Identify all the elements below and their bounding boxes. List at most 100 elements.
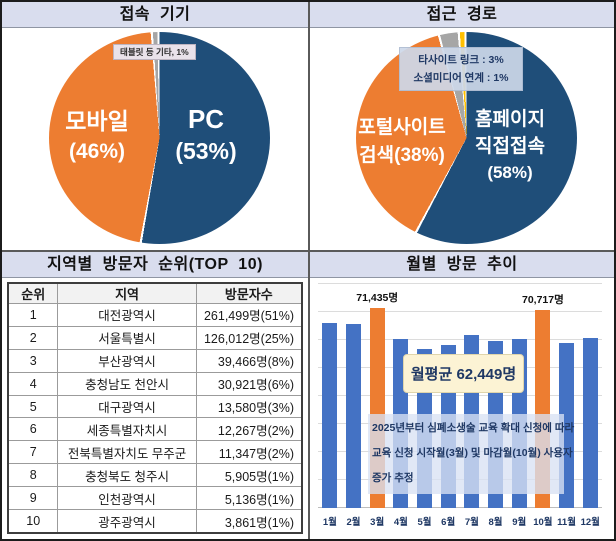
panel-title-region-ranking: 지역별 방문자 순위(TOP 10) bbox=[2, 252, 308, 278]
rank-cell: 10 bbox=[7, 509, 59, 534]
table-row: 6 세종특별자치시 12,267명(2%) bbox=[7, 417, 303, 442]
slice-name: 모바일 bbox=[65, 108, 129, 134]
x-axis-line bbox=[318, 507, 602, 508]
visitors-cell: 11,347명(2%) bbox=[195, 440, 303, 465]
rank-cell: 6 bbox=[7, 417, 59, 442]
rank-cell: 3 bbox=[7, 348, 59, 373]
region-cell: 부산광역시 bbox=[57, 348, 197, 373]
pie-slice-label-direct-access: 홈페이지 직접접속 (58%) bbox=[448, 106, 572, 186]
monthly-average-badge: 월평균 62,449명 bbox=[403, 354, 524, 393]
panel-title-access-device: 접속 기기 bbox=[2, 2, 308, 28]
rank-cell: 8 bbox=[7, 463, 59, 488]
table-row: 1 대전광역시 261,499명(51%) bbox=[7, 303, 303, 327]
bar-slot bbox=[342, 284, 366, 508]
x-axis-label: 3월 bbox=[370, 517, 385, 528]
visitors-cell: 39,466명(8%) bbox=[195, 348, 303, 373]
annotation-note: 2025년부터 심폐소생술 교육 확대 신청에 따라 교육 신청 시작월(3월)… bbox=[368, 414, 575, 494]
panel-title-access-route: 접근 경로 bbox=[310, 2, 614, 28]
bar-2월 bbox=[345, 323, 362, 508]
visitors-cell: 126,012명(25%) bbox=[195, 325, 303, 350]
rank-cell: 1 bbox=[7, 303, 59, 327]
panel-access-device: 접속 기기 모바일 (46%) PC (53%) 태블릿 등 기타, 1% bbox=[2, 2, 308, 250]
column-header: 순위 bbox=[7, 282, 59, 304]
rank-cell: 9 bbox=[7, 486, 59, 511]
pie-slice-label-pc: PC (53%) bbox=[150, 104, 262, 168]
table-row: 4 충청남도 천안시 30,921명(6%) bbox=[7, 371, 303, 396]
visitors-cell: 13,580명(3%) bbox=[195, 394, 303, 419]
region-visitors-table: 순위 지역 방문자수 1 대전광역시 261,499명(51%) 2 서울특별시 126,01… bbox=[7, 282, 303, 534]
bar-value-label: 70,717명 bbox=[521, 294, 564, 306]
visitors-cell: 261,499명(51%) bbox=[195, 303, 303, 327]
visitors-cell: 5,136명(1%) bbox=[195, 486, 303, 511]
panel-monthly-trend: 월별 방문 추이 71,435명 70,717명 2025년부터 심폐소생술 교육… bbox=[308, 250, 614, 539]
column-header: 방문자수 bbox=[195, 282, 303, 304]
device-pie-chart bbox=[49, 32, 270, 244]
visitors-cell: 5,905명(1%) bbox=[195, 463, 303, 488]
rank-cell: 2 bbox=[7, 325, 59, 350]
x-axis-label: 12월 bbox=[580, 517, 600, 528]
note-line: 교육 신청 시작월(3월) 및 마감월(10월) 사용자 bbox=[372, 447, 573, 459]
visitors-cell: 3,861명(1%) bbox=[195, 509, 303, 534]
region-cell: 전북특별자치도 무주군 bbox=[57, 440, 197, 465]
x-axis-label: 10월 bbox=[533, 517, 553, 528]
slice-percent: (53%) bbox=[175, 138, 237, 164]
region-cell: 세종특별자치시 bbox=[57, 417, 197, 442]
table-row: 5 대구광역시 13,580명(3%) bbox=[7, 394, 303, 419]
rank-cell: 4 bbox=[7, 371, 59, 396]
pie-slice-label-mobile: 모바일 (46%) bbox=[30, 106, 164, 168]
region-cell: 충청북도 청주시 bbox=[57, 463, 197, 488]
other-site-link-label: 타사이트 링크 : 3% bbox=[418, 54, 504, 66]
bar-1월 bbox=[322, 323, 338, 508]
x-axis-label: 11월 bbox=[557, 517, 576, 528]
slice-percent: 검색(38%) bbox=[359, 145, 445, 166]
access-route-chart-area: 포털사이트 검색(38%) 홈페이지 직접접속 (58%) 타사이트 링크 : … bbox=[310, 28, 614, 250]
note-line: 증가 추정 bbox=[372, 472, 414, 484]
region-cell: 서울특별시 bbox=[57, 325, 197, 350]
x-axis-labels: 1월 2월 3월 4월 5월 6월 7월 8월 9월 10월 11월 12월 bbox=[318, 514, 602, 530]
social-media-label: 소셜미디어 연계 : 1% bbox=[413, 72, 509, 84]
region-cell: 대구광역시 bbox=[57, 394, 197, 419]
x-axis-label: 9월 bbox=[512, 517, 527, 528]
slice-name: PC bbox=[187, 104, 225, 134]
region-cell: 충청남도 천안시 bbox=[57, 371, 197, 396]
panel-access-route: 접근 경로 포털사이트 검색(38%) 홈페이지 직접접속 (58%) 타사이트… bbox=[308, 2, 614, 250]
rank-cell: 5 bbox=[7, 394, 59, 419]
table-row: 9 인천광역시 5,136명(1%) bbox=[7, 486, 303, 511]
gridline bbox=[318, 311, 602, 312]
bar-12월 bbox=[582, 337, 598, 508]
note-line: 2025년부터 심폐소생술 교육 확대 신청에 따라 bbox=[372, 422, 575, 434]
header-row: 순위 지역 방문자수 bbox=[7, 282, 303, 304]
slice-name: 직접접속 bbox=[475, 136, 545, 157]
monthly-visits-bar-chart: 71,435명 70,717명 2025년부터 심폐소생술 교육 확대 신청에 따… bbox=[318, 283, 602, 508]
monthly-trend-chart-area: 71,435명 70,717명 2025년부터 심폐소생술 교육 확대 신청에 따… bbox=[310, 278, 614, 539]
tablet-other-callout: 태블릿 등 기타, 1% bbox=[113, 44, 196, 60]
column-header: 지역 bbox=[57, 282, 197, 304]
bar-slot bbox=[578, 284, 602, 508]
table-row: 10 광주광역시 3,861명(1%) bbox=[7, 509, 303, 534]
region-cell: 인천광역시 bbox=[57, 486, 197, 511]
x-axis-label: 7월 bbox=[464, 517, 479, 528]
visitors-cell: 30,921명(6%) bbox=[195, 371, 303, 396]
table-row: 2 서울특별시 126,012명(25%) bbox=[7, 325, 303, 350]
table-row: 7 전북특별자치도 무주군 11,347명(2%) bbox=[7, 440, 303, 465]
x-axis-label: 4월 bbox=[393, 517, 408, 528]
x-axis-label: 6월 bbox=[441, 517, 456, 528]
visitors-cell: 12,267명(2%) bbox=[195, 417, 303, 442]
bar-value-label: 71,435명 bbox=[356, 291, 399, 304]
x-axis-label: 8월 bbox=[488, 517, 503, 528]
table-row: 8 충청북도 청주시 5,905명(1%) bbox=[7, 463, 303, 488]
slice-name: 홈페이지 bbox=[475, 109, 545, 130]
pie-slice-label-portal-search: 포털사이트 검색(38%) bbox=[333, 114, 471, 170]
slice-percent: (46%) bbox=[68, 140, 126, 163]
panel-title-monthly-trend: 월별 방문 추이 bbox=[310, 252, 614, 278]
region-cell: 광주광역시 bbox=[57, 509, 197, 534]
gridline bbox=[318, 339, 602, 340]
x-axis-label: 5월 bbox=[417, 517, 432, 528]
access-device-chart-area: 모바일 (46%) PC (53%) 태블릿 등 기타, 1% bbox=[2, 28, 308, 250]
slice-percent: (58%) bbox=[487, 163, 533, 182]
bar-slot bbox=[318, 284, 342, 508]
rank-cell: 7 bbox=[7, 440, 59, 465]
gridline bbox=[318, 395, 602, 396]
route-minor-slices-callout: 타사이트 링크 : 3% 소셜미디어 연계 : 1% bbox=[399, 47, 523, 91]
